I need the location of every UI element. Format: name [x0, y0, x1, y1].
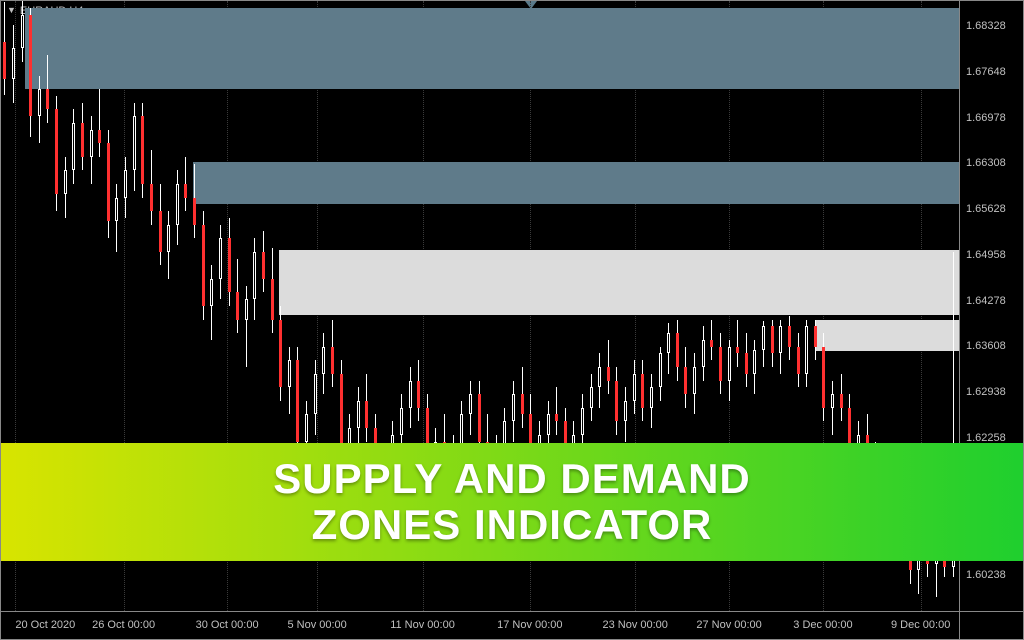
title-banner: SUPPLY AND DEMAND ZONES INDICATOR: [1, 443, 1023, 561]
x-tick-label: 11 Nov 00:00: [390, 619, 455, 631]
x-tick-label: 30 Oct 00:00: [196, 619, 259, 631]
x-tick-label: 9 Dec 00:00: [891, 619, 950, 631]
y-tick-label: 1.68328: [966, 20, 1006, 32]
y-tick-label: 1.66978: [966, 112, 1006, 124]
x-tick-label: 5 Nov 00:00: [287, 619, 346, 631]
x-tick-label: 20 Oct 2020: [15, 619, 75, 631]
x-axis: 20 Oct 2020 26 Oct 00:00 30 Oct 00:00 5 Nov…: [1, 611, 959, 639]
y-tick-label: 1.60238: [966, 569, 1006, 581]
y-tick-label: 1.65628: [966, 203, 1006, 215]
y-tick-label: 1.64278: [966, 295, 1006, 307]
chart-container: ▼EURAUD,H4 1.683281.676481.669781.663081…: [0, 0, 1024, 640]
y-tick-label: 1.63608: [966, 340, 1006, 352]
y-tick-label: 1.62938: [966, 386, 1006, 398]
x-tick-label: 26 Oct 00:00: [92, 619, 155, 631]
x-tick-label: 3 Dec 00:00: [793, 619, 852, 631]
y-tick-label: 1.62258: [966, 432, 1006, 444]
x-tick-label: 17 Nov 00:00: [497, 619, 562, 631]
sd-zone: [25, 8, 959, 89]
x-tick-label: 23 Nov 00:00: [602, 619, 667, 631]
y-tick-label: 1.64958: [966, 249, 1006, 261]
banner-text: SUPPLY AND DEMAND ZONES INDICATOR: [273, 456, 751, 548]
axis-corner: [959, 611, 1023, 639]
y-tick-label: 1.66308: [966, 157, 1006, 169]
x-tick-label: 27 Nov 00:00: [696, 619, 761, 631]
y-tick-label: 1.67648: [966, 66, 1006, 78]
